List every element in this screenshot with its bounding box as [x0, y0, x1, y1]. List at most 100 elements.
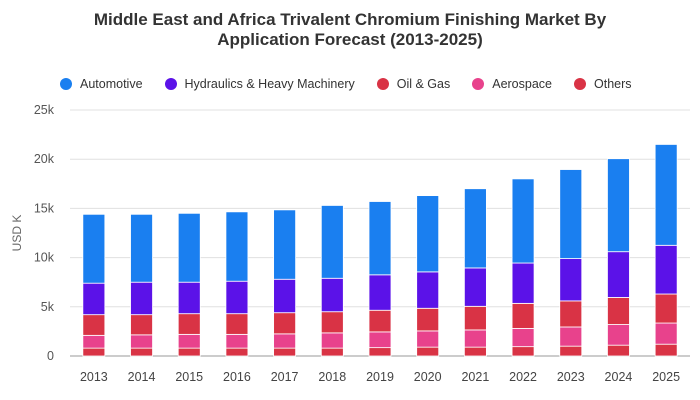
bar-segment[interactable]: [273, 312, 297, 335]
bar-segment[interactable]: [559, 326, 583, 347]
bar-segment[interactable]: [177, 281, 201, 315]
bar-segment[interactable]: [511, 302, 535, 329]
legend-swatch: [472, 78, 485, 90]
bar-segment[interactable]: [320, 311, 344, 334]
bar-segment[interactable]: [225, 211, 249, 282]
x-tick-label: 2017: [271, 370, 299, 384]
legend-item-oil-gas[interactable]: Oil & Gas: [376, 77, 451, 91]
x-tick-label: 2019: [366, 370, 394, 384]
bar-segment[interactable]: [654, 322, 678, 345]
bar-segment[interactable]: [559, 258, 583, 302]
bar-segment[interactable]: [320, 347, 344, 357]
bar-segment[interactable]: [511, 262, 535, 304]
chart-legend: Automotive Hydraulics & Heavy Machinery …: [60, 74, 654, 94]
bar-segment[interactable]: [654, 293, 678, 324]
bar-segment[interactable]: [130, 213, 153, 283]
bar-segment[interactable]: [320, 332, 344, 349]
x-tick-label: 2022: [509, 370, 537, 384]
y-axis-label: USD K: [10, 215, 24, 252]
bar-segment[interactable]: [130, 334, 153, 349]
bar-segment[interactable]: [225, 280, 249, 315]
bar-segment[interactable]: [177, 333, 201, 349]
axis-layer: 0 5k 10k 15k 20k 25k 2013 2014 2015 2016 2017 2018 2…: [34, 103, 680, 384]
bar-segment[interactable]: [607, 251, 630, 298]
bar-segment[interactable]: [416, 330, 440, 348]
bar-segment[interactable]: [82, 282, 106, 316]
x-tick-label: 2018: [318, 370, 346, 384]
bar-segment[interactable]: [82, 334, 106, 349]
y-tick-label: 10k: [34, 251, 55, 265]
bar-segment[interactable]: [416, 195, 440, 273]
bar-segment[interactable]: [130, 347, 153, 357]
bar-segment[interactable]: [82, 347, 106, 357]
bar-segment[interactable]: [559, 345, 583, 357]
bar-segment[interactable]: [273, 209, 297, 280]
bar-segment[interactable]: [130, 314, 153, 336]
bar-segment[interactable]: [511, 346, 535, 357]
legend-swatch: [574, 78, 586, 90]
bar-segment[interactable]: [607, 344, 630, 357]
x-tick-label: 2020: [414, 370, 442, 384]
bar-segment[interactable]: [463, 329, 487, 348]
bar-segment[interactable]: [368, 331, 392, 349]
legend-item-automotive[interactable]: Automotive: [60, 77, 143, 91]
bar-segment[interactable]: [225, 313, 249, 335]
bar-segment[interactable]: [82, 213, 106, 284]
bar-segment[interactable]: [82, 314, 106, 336]
bar-segment[interactable]: [416, 346, 440, 357]
legend-swatch: [164, 78, 177, 90]
legend-item-hydraulics[interactable]: Hydraulics & Heavy Machinery: [164, 77, 355, 91]
x-tick-label: 2015: [175, 370, 203, 384]
bar-segment[interactable]: [607, 324, 630, 346]
chart-title-line-2: Application Forecast (2013-2025): [217, 30, 483, 49]
y-tick-label: 0: [47, 349, 54, 363]
legend-label: Oil & Gas: [396, 77, 451, 91]
legend-item-others[interactable]: Others: [574, 77, 632, 91]
x-tick-label: 2023: [557, 370, 585, 384]
bar-segment[interactable]: [559, 300, 583, 328]
x-tick-label: 2013: [80, 370, 108, 384]
legend-label: Hydraulics & Heavy Machinery: [184, 77, 355, 91]
bar-segment[interactable]: [177, 313, 201, 335]
bar-segment[interactable]: [273, 333, 297, 349]
bar-segment[interactable]: [654, 244, 678, 295]
bar-segment[interactable]: [463, 305, 487, 331]
y-tick-label: 5k: [41, 300, 55, 314]
bar-segment[interactable]: [511, 178, 535, 264]
chart-title: Middle East and Africa Trivalent Chromiu…: [0, 10, 700, 50]
bar-segment[interactable]: [559, 169, 583, 259]
bar-segment[interactable]: [607, 297, 630, 325]
bar-segment[interactable]: [177, 347, 201, 357]
bar-segment[interactable]: [368, 309, 392, 333]
bar-segment[interactable]: [368, 347, 392, 357]
bar-segment[interactable]: [273, 278, 297, 314]
bar-segment[interactable]: [130, 281, 153, 316]
bar-segment[interactable]: [320, 277, 344, 313]
bars-layer: [82, 144, 678, 357]
bar-segment[interactable]: [654, 144, 678, 246]
bar-segment[interactable]: [463, 267, 487, 307]
bar-segment[interactable]: [320, 205, 344, 279]
bar-segment[interactable]: [416, 307, 440, 332]
bar-segment[interactable]: [368, 274, 392, 311]
chart-title-line-1: Middle East and Africa Trivalent Chromiu…: [93, 10, 607, 29]
bar-segment[interactable]: [654, 343, 678, 357]
bar-segment[interactable]: [177, 212, 201, 283]
legend-item-aerospace[interactable]: Aerospace: [472, 77, 552, 91]
bar-segment[interactable]: [368, 201, 392, 276]
bar-segment[interactable]: [463, 188, 487, 269]
bar-segment[interactable]: [416, 271, 440, 309]
x-tick-label: 2021: [461, 370, 489, 384]
bar-segment[interactable]: [511, 328, 535, 348]
bar-segment[interactable]: [463, 346, 487, 357]
y-tick-label: 20k: [34, 152, 55, 166]
bar-segment[interactable]: [225, 347, 249, 357]
legend-swatch: [376, 78, 389, 90]
bar-segment[interactable]: [225, 333, 249, 349]
x-tick-label: 2024: [605, 370, 633, 384]
y-tick-label: 15k: [34, 201, 55, 215]
bar-segment[interactable]: [273, 347, 297, 357]
bar-segment[interactable]: [607, 158, 630, 253]
